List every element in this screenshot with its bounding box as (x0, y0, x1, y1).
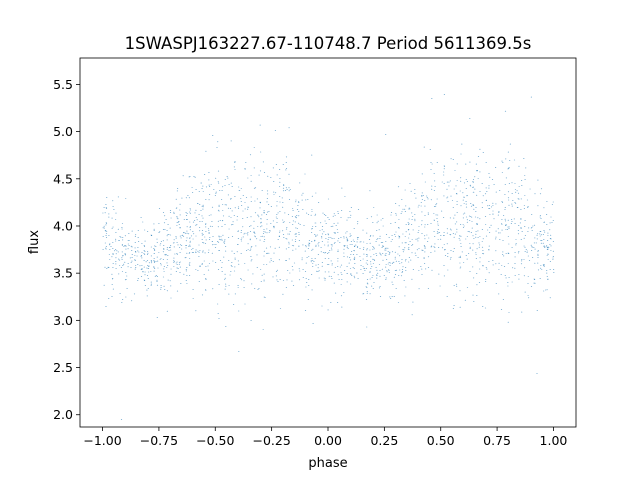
scatter-points (102, 94, 555, 420)
y-tick-label: 2.0 (53, 407, 73, 422)
y-axis-label: flux (27, 230, 42, 254)
x-tick-label: −0.50 (196, 433, 234, 448)
x-tick-label: 0.25 (370, 433, 398, 448)
chart-title: 1SWASPJ163227.67-110748.7 Period 5611369… (125, 34, 532, 53)
y-tick-label: 3.0 (53, 313, 73, 328)
x-tick-label: 0.75 (483, 433, 511, 448)
axes-frame (79, 57, 577, 428)
x-tick-label: 0.00 (314, 433, 342, 448)
y-tick-label: 5.0 (53, 124, 73, 139)
y-axis-ticks: 2.0 2.5 3.0 3.5 4.0 4.5 5.0 5.5 (53, 77, 80, 422)
data-point-cloud (102, 94, 555, 420)
x-tick-label: 0.50 (427, 433, 455, 448)
x-tick-label: 1.00 (540, 433, 568, 448)
x-axis-ticks: −1.00 −0.75 −0.50 −0.25 0.00 0.25 0.50 0.75 1.00 (83, 427, 567, 448)
x-tick-label: −0.25 (252, 433, 290, 448)
y-tick-label: 3.5 (53, 266, 73, 281)
y-tick-label: 4.0 (53, 218, 73, 233)
y-tick-label: 4.5 (53, 171, 73, 186)
y-tick-label: 2.5 (53, 360, 73, 375)
x-tick-label: −0.75 (140, 433, 178, 448)
y-tick-label: 5.5 (53, 77, 73, 92)
x-axis-label: phase (308, 456, 347, 471)
x-tick-label: −1.00 (83, 433, 121, 448)
